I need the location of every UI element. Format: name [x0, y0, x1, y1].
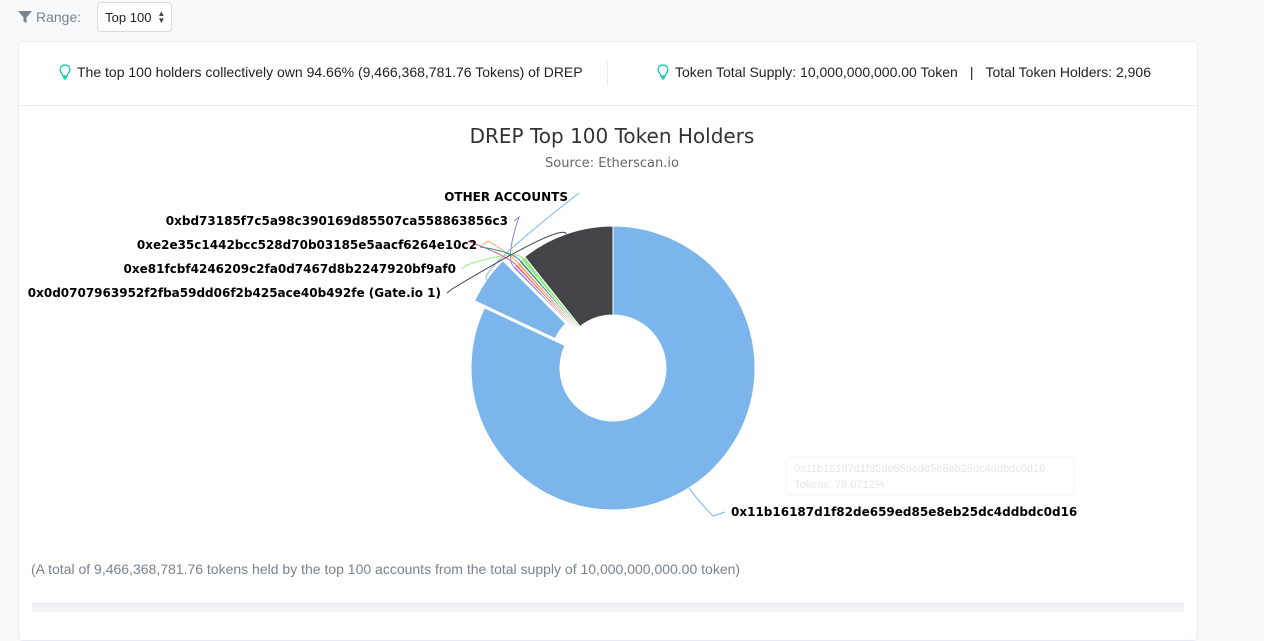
- label-connector: [688, 487, 726, 517]
- slice-label: 0x11b16187d1f82de659ed85e8eb25dc4ddbdc0d…: [731, 505, 1077, 519]
- supply-text: Token Total Supply: 10,000,000,000.00 To…: [675, 64, 958, 80]
- pie-slice[interactable]: [524, 225, 614, 328]
- range-label: Range:: [36, 9, 82, 25]
- tooltip-value: Tokens: 79.0712%: [794, 479, 885, 491]
- pie-slice[interactable]: [470, 225, 756, 511]
- tooltip-name: 0x11b16187d1f82de659ed85e8eb25dc4ddbdc0d…: [794, 463, 1045, 475]
- label-connector: [482, 240, 519, 263]
- chart-tooltip: 0x11b16187d1f82de659ed85e8eb25dc4ddbdc0d…: [785, 456, 1075, 496]
- holders-card: The top 100 holders collectively own 94.…: [18, 41, 1198, 641]
- filter-icon: [18, 11, 32, 23]
- lightbulb-icon: [59, 64, 71, 80]
- label-connector: [485, 192, 580, 280]
- slice-label: 0x0d0707963952f2fba59dd06f2b425ace40b492…: [28, 286, 441, 300]
- slice-label: 0xe81fcbf4246209c2fa0d7467d8b2247920bf9a…: [124, 262, 456, 276]
- footnote: (A total of 9,466,368,781.76 tokens held…: [31, 561, 741, 577]
- chart-title: DREP Top 100 Token Holders: [470, 124, 755, 148]
- select-arrows-icon: ▲ ▼: [157, 9, 166, 25]
- lightbulb-icon: [657, 64, 669, 80]
- label-connector: [446, 231, 567, 294]
- pie-slices: [470, 225, 756, 511]
- label-connector: [480, 246, 521, 261]
- summary-info: The top 100 holders collectively own 94.…: [59, 64, 583, 80]
- supply-info: Token Total Supply: 10,000,000,000.00 To…: [657, 64, 1151, 80]
- slice-label: 0xe2e35c1442bcc528d70b03185e5aacf6264e10…: [137, 238, 477, 252]
- chart-subtitle: Source: Etherscan.io: [545, 156, 679, 171]
- label-connector: [509, 215, 521, 267]
- data-labels: 0x11b16187d1f82de659ed85e8eb25dc4ddbdc0d…: [28, 190, 1078, 519]
- range-select-value: Top 100: [105, 9, 152, 25]
- slice-label: OTHER ACCOUNTS: [444, 190, 568, 204]
- info-row: The top 100 holders collectively own 94.…: [19, 42, 1197, 106]
- label-connector: [461, 254, 524, 270]
- slice-label: 0xbd73185f7c5a98c390169d85507ca558863856…: [166, 214, 508, 228]
- table-header-strip: [32, 603, 1184, 612]
- info-divider: [607, 62, 608, 86]
- pie-slice[interactable]: [473, 259, 567, 340]
- label-connectors: [446, 192, 726, 517]
- label-connector: [467, 240, 516, 265]
- info-separator: |: [969, 64, 974, 80]
- range-select[interactable]: Top 100 ▲ ▼: [97, 2, 173, 32]
- holders-pie-chart: DREP Top 100 Token Holders Source: Ether…: [28, 124, 1078, 519]
- summary-text: The top 100 holders collectively own 94.…: [77, 64, 583, 80]
- holders-text: Total Token Holders: 2,906: [985, 64, 1151, 80]
- range-bar: Range: Top 100 ▲ ▼: [18, 2, 173, 32]
